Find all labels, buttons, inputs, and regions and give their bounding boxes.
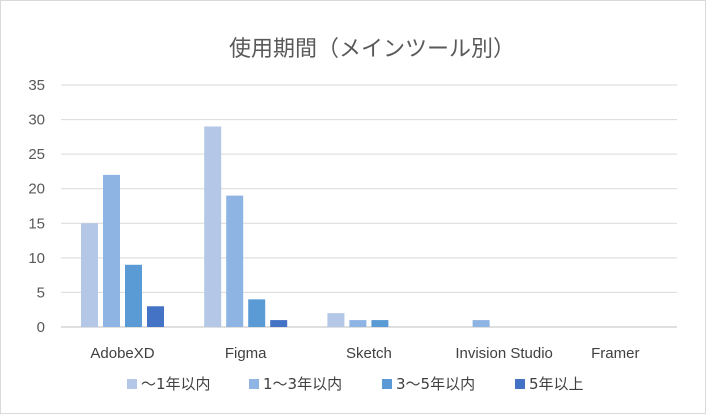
legend-swatch xyxy=(382,379,392,389)
bar-0-3 xyxy=(147,306,164,327)
legend-label: ～1年以内 xyxy=(141,375,211,393)
y-tick-label: 30 xyxy=(28,112,45,129)
y-tick-label: 15 xyxy=(28,215,45,232)
y-tick-label: 0 xyxy=(37,319,45,336)
x-category-label: Figma xyxy=(225,345,267,362)
legend-label: 3～5年以内 xyxy=(396,375,475,393)
bar-0-1 xyxy=(103,174,120,327)
legend-swatch xyxy=(127,379,137,389)
legend-label: 5年以上 xyxy=(529,375,584,393)
bar-3-1 xyxy=(472,320,490,327)
x-axis-categories: AdobeXD Figma Sketch Invision Studio Framer xyxy=(90,345,639,362)
legend: ～1年以内 1～3年以内 3～5年以内 5年以上 xyxy=(127,375,584,393)
bar-1-2 xyxy=(248,299,266,327)
y-tick-label: 25 xyxy=(28,146,45,163)
chart-title: 使用期間（メインツール別） xyxy=(229,37,515,62)
y-axis-ticks: 0 5 10 15 20 25 30 35 xyxy=(28,77,45,336)
y-tick-label: 35 xyxy=(28,77,45,94)
legend-swatch xyxy=(515,379,525,389)
bar-1-1 xyxy=(226,195,244,327)
bars xyxy=(81,126,490,327)
bar-2-1 xyxy=(349,320,367,327)
bar-0-2 xyxy=(125,264,142,327)
bar-2-2 xyxy=(371,320,389,327)
x-category-label: AdobeXD xyxy=(90,345,154,362)
gridlines xyxy=(61,84,677,328)
x-category-label: Sketch xyxy=(346,345,392,362)
y-tick-label: 5 xyxy=(37,284,45,301)
x-category-label: Invision Studio xyxy=(455,345,553,362)
bar-1-3 xyxy=(270,320,288,327)
y-tick-label: 10 xyxy=(28,250,45,267)
x-category-label: Framer xyxy=(591,345,639,362)
y-tick-label: 20 xyxy=(28,181,45,198)
legend-swatch xyxy=(249,379,259,389)
legend-label: 1～3年以内 xyxy=(263,375,342,393)
bar-0-0 xyxy=(81,223,98,327)
bar-1-0 xyxy=(204,126,222,327)
bar-2-0 xyxy=(327,313,345,327)
